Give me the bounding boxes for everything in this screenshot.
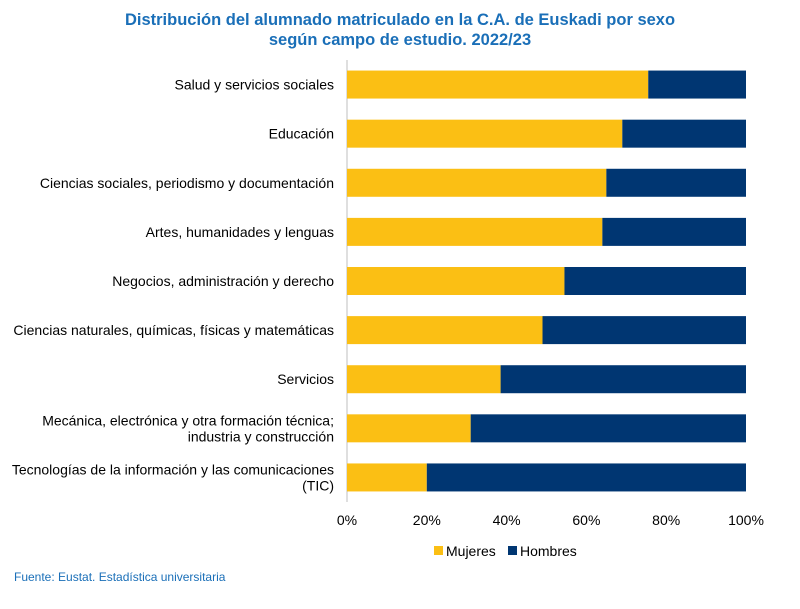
bar-mujeres xyxy=(347,217,603,246)
bar-hombres xyxy=(542,316,746,345)
category-label: Artes, humanidades y lenguas xyxy=(146,224,334,240)
legend-swatch-mujeres xyxy=(434,546,443,555)
bar-hombres xyxy=(470,414,746,443)
category-label: Salud y servicios sociales xyxy=(174,77,334,93)
bar-mujeres xyxy=(347,316,543,345)
bar-hombres xyxy=(564,267,746,295)
chart-title-line-2: según campo de estudio. 2022/23 xyxy=(268,31,532,49)
x-tick-label: 20% xyxy=(413,512,441,528)
bar-hombres xyxy=(622,119,746,148)
category-label: Negocios, administración y derecho xyxy=(112,273,334,289)
legend-swatch-hombres xyxy=(508,546,517,555)
bar-mujeres xyxy=(347,414,471,443)
bar-hombres xyxy=(500,365,746,394)
x-tick-label: 0% xyxy=(337,512,357,528)
category-label: (TIC) xyxy=(302,477,334,493)
bar-hombres xyxy=(606,168,746,197)
legend-label-mujeres: Mujeres xyxy=(446,543,496,559)
category-label: Tecnologías de la información y las comu… xyxy=(12,461,334,477)
x-tick-label: 40% xyxy=(493,512,521,528)
chart-title: Distribución del alumnado matriculado en… xyxy=(0,10,800,50)
bar-mujeres xyxy=(347,168,607,197)
bar-mujeres xyxy=(347,267,565,295)
category-label: Ciencias naturales, químicas, físicas y … xyxy=(13,322,334,338)
category-label: industria y construcción xyxy=(188,428,334,444)
category-label: Servicios xyxy=(277,371,334,387)
bar-mujeres xyxy=(347,119,623,148)
category-label: Educación xyxy=(269,126,334,142)
bar-mujeres xyxy=(347,463,427,492)
bar-mujeres xyxy=(347,365,501,394)
x-tick-label: 60% xyxy=(572,512,600,528)
bar-hombres xyxy=(648,70,746,99)
legend-label-hombres: Hombres xyxy=(520,543,577,559)
bar-hombres xyxy=(426,463,746,492)
bar-hombres xyxy=(602,217,746,246)
category-label: Ciencias sociales, periodismo y document… xyxy=(40,175,334,191)
chart-title-line-1: Distribución del alumnado matriculado en… xyxy=(124,11,676,29)
x-tick-label: 100% xyxy=(728,512,764,528)
source-note: Fuente: Eustat. Estadística universitari… xyxy=(14,570,226,584)
bar-mujeres xyxy=(347,70,649,99)
category-label: Mecánica, electrónica y otra formación t… xyxy=(42,412,334,428)
x-tick-label: 80% xyxy=(652,512,680,528)
